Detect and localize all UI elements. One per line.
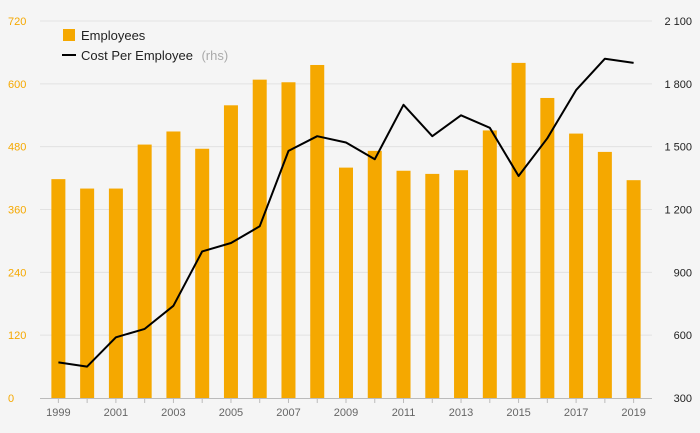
bar-employees xyxy=(482,130,497,398)
x-tick-label: 2015 xyxy=(506,407,530,419)
x-tick-label: 2007 xyxy=(276,407,300,419)
x-tick-label: 2017 xyxy=(564,407,588,419)
left-tick-label: 120 xyxy=(8,330,26,342)
bar-employees xyxy=(51,179,66,398)
legend-label-cost-per-employee: Cost Per Employee (rhs) xyxy=(81,47,228,64)
legend: Employees Cost Per Employee (rhs) xyxy=(62,28,228,64)
line-series-cost-per-employee xyxy=(58,57,634,368)
bar-employees xyxy=(425,173,440,398)
x-tick-label: 1999 xyxy=(46,407,70,419)
bar-employees xyxy=(137,144,152,398)
bar-employees xyxy=(310,64,325,398)
bar-employees xyxy=(597,151,612,398)
x-tick-label: 2013 xyxy=(449,407,473,419)
line-cost-per-employee xyxy=(58,57,634,368)
bar-employees xyxy=(339,167,353,398)
legend-label-employees: Employees xyxy=(81,28,146,43)
bar-employees xyxy=(281,82,296,398)
bar-employees xyxy=(367,150,382,398)
legend-swatch-employees xyxy=(63,29,75,41)
bar-employees xyxy=(108,188,123,398)
right-tick-label: 300 xyxy=(674,393,692,405)
right-tick-label: 600 xyxy=(674,330,692,342)
x-axis-ticks: 1999 2001 2003 2005 2007 2009 2011 2013 2015 2017… xyxy=(46,398,646,419)
left-tick-label: 480 xyxy=(8,142,26,154)
left-axis-ticks: 0 120 240 360 480 600 720 xyxy=(8,16,26,405)
legend-label-cost-per-employee-name: Cost Per Employee xyxy=(81,48,193,63)
right-tick-label: 1 500 xyxy=(664,142,692,154)
bar-employees xyxy=(252,79,267,399)
bar-employees xyxy=(166,131,181,399)
bar-employees xyxy=(454,170,469,398)
left-tick-label: 720 xyxy=(8,16,26,28)
x-tick-label: 2019 xyxy=(621,407,645,419)
bar-employees xyxy=(80,188,95,398)
right-tick-label: 1 200 xyxy=(664,205,692,217)
left-tick-label: 600 xyxy=(8,79,26,91)
bar-employees xyxy=(195,148,210,398)
bar-employees xyxy=(223,105,238,398)
bar-series-employees xyxy=(51,62,641,399)
bar-employees xyxy=(511,62,526,399)
x-tick-label: 2011 xyxy=(392,407,416,419)
x-tick-label: 2005 xyxy=(219,407,243,419)
x-tick-label: 2001 xyxy=(104,407,128,419)
right-axis-ticks: 300 600 900 1 200 1 500 1 800 2 100 xyxy=(664,16,692,405)
bar-employees xyxy=(626,180,641,398)
right-tick-label: 900 xyxy=(674,267,692,279)
bar-employees xyxy=(569,133,584,398)
x-tick-label: 2009 xyxy=(334,407,358,419)
left-tick-label: 360 xyxy=(8,205,26,217)
left-tick-label: 240 xyxy=(8,267,26,279)
bar-employees xyxy=(396,170,411,398)
right-tick-label: 1 800 xyxy=(664,79,692,91)
x-tick-label: 2003 xyxy=(161,407,185,419)
left-tick-label: 0 xyxy=(8,393,14,405)
legend-label-cost-per-employee-suffix: (rhs) xyxy=(201,48,228,63)
right-tick-label: 2 100 xyxy=(664,16,692,28)
bar-employees xyxy=(540,97,555,399)
